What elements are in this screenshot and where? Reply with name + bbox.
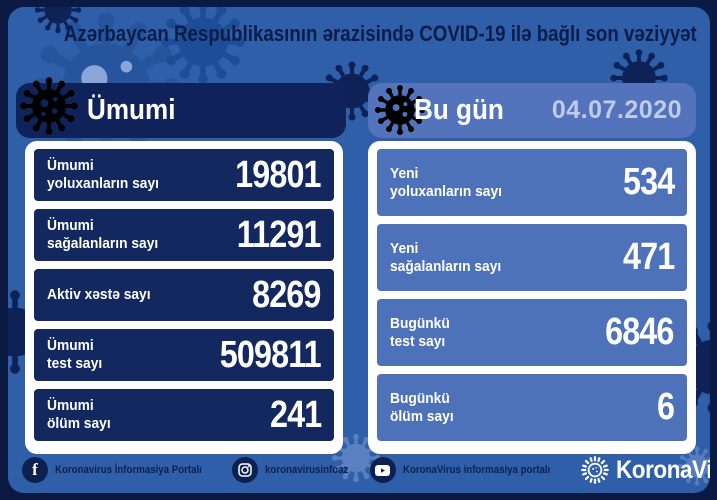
- stat-row-new-recovered: Yeni sağalanların sayı 471: [377, 224, 687, 291]
- stat-row-total-recovered: Ümumi sağalanların sayı 11291: [34, 209, 334, 261]
- today-stats-panel: Yeni yoluxanların sayı 534 Yeni sağalanl…: [368, 141, 696, 454]
- stat-label: Ümumi test sayı: [47, 337, 103, 372]
- stat-label: Yeni sağalanların sayı: [390, 239, 502, 275]
- stat-label: Aktiv xəstə sayı: [47, 286, 151, 303]
- instagram-link[interactable]: koronavirusinfoaz: [231, 457, 360, 483]
- stat-row-active-cases: Aktiv xəstə sayı 8269: [34, 269, 334, 321]
- virus-icon: [20, 77, 78, 135]
- today-panel-header: Bu gün 04.07.2020: [368, 83, 696, 138]
- stat-row-today-tests: Bugünkü test sayı 6846: [377, 299, 687, 366]
- stat-row-total-deaths: Ümumi ölüm sayı 241: [34, 389, 334, 441]
- stat-label: Ümumi yoluxanların sayı: [47, 157, 159, 192]
- stat-value: 19801: [235, 153, 321, 196]
- stat-value: 509811: [220, 333, 322, 376]
- stat-row-today-deaths: Bugünkü ölüm sayı 6: [377, 374, 687, 441]
- virus-sun-icon: [581, 456, 609, 484]
- stat-label: Ümumi ölüm sayı: [47, 397, 111, 432]
- stat-label: Yeni yoluxanların sayı: [390, 164, 502, 200]
- stat-row-total-tests: Ümumi test sayı 509811: [34, 329, 334, 381]
- report-date: 04.07.2020: [551, 96, 682, 124]
- youtube-icon: [369, 457, 396, 483]
- stat-value: 534: [622, 161, 675, 203]
- stat-value: 8269: [252, 273, 322, 316]
- youtube-link[interactable]: KoronaVirus informasiya portalı: [369, 457, 570, 483]
- stat-value: 6846: [605, 311, 675, 353]
- page-title: Azərbaycan Respublikasının ərazisində CO…: [63, 21, 697, 46]
- virus-icon: [374, 84, 426, 136]
- stat-label: Bugünkü test sayı: [390, 314, 450, 350]
- infographic-background: Azərbaycan Respublikasının ərazisində CO…: [8, 7, 710, 493]
- totals-panel-title: Ümumi: [87, 94, 176, 126]
- totals-panel-header: Ümumi: [16, 77, 346, 138]
- today-panel-title: Bu gün: [414, 94, 504, 126]
- stat-label: Bugünkü ölüm sayı: [390, 389, 454, 425]
- virus-decoration: [161, 7, 245, 84]
- stat-row-new-infected: Yeni yoluxanların sayı 534: [377, 149, 687, 216]
- stat-value: 241: [269, 393, 322, 436]
- stat-value: 471: [622, 236, 675, 278]
- stat-row-total-infected: Ümumi yoluxanların sayı 19801: [34, 149, 334, 201]
- koronavirus-info-logo[interactable]: KoronaVirus info: [580, 455, 710, 485]
- totals-stats-panel: Ümumi yoluxanların sayı 19801 Ümumi sağa…: [25, 141, 343, 454]
- stat-value: 6: [656, 386, 675, 428]
- facebook-icon: f: [22, 457, 48, 483]
- footer: f Koronavirus İnformasiya Portalı korona…: [8, 455, 710, 485]
- facebook-link[interactable]: f Koronavirus İnformasiya Portalı: [22, 457, 222, 483]
- stat-value: 11291: [237, 213, 322, 256]
- stat-label: Ümumi sağalanların sayı: [47, 217, 159, 252]
- instagram-icon: [231, 457, 258, 483]
